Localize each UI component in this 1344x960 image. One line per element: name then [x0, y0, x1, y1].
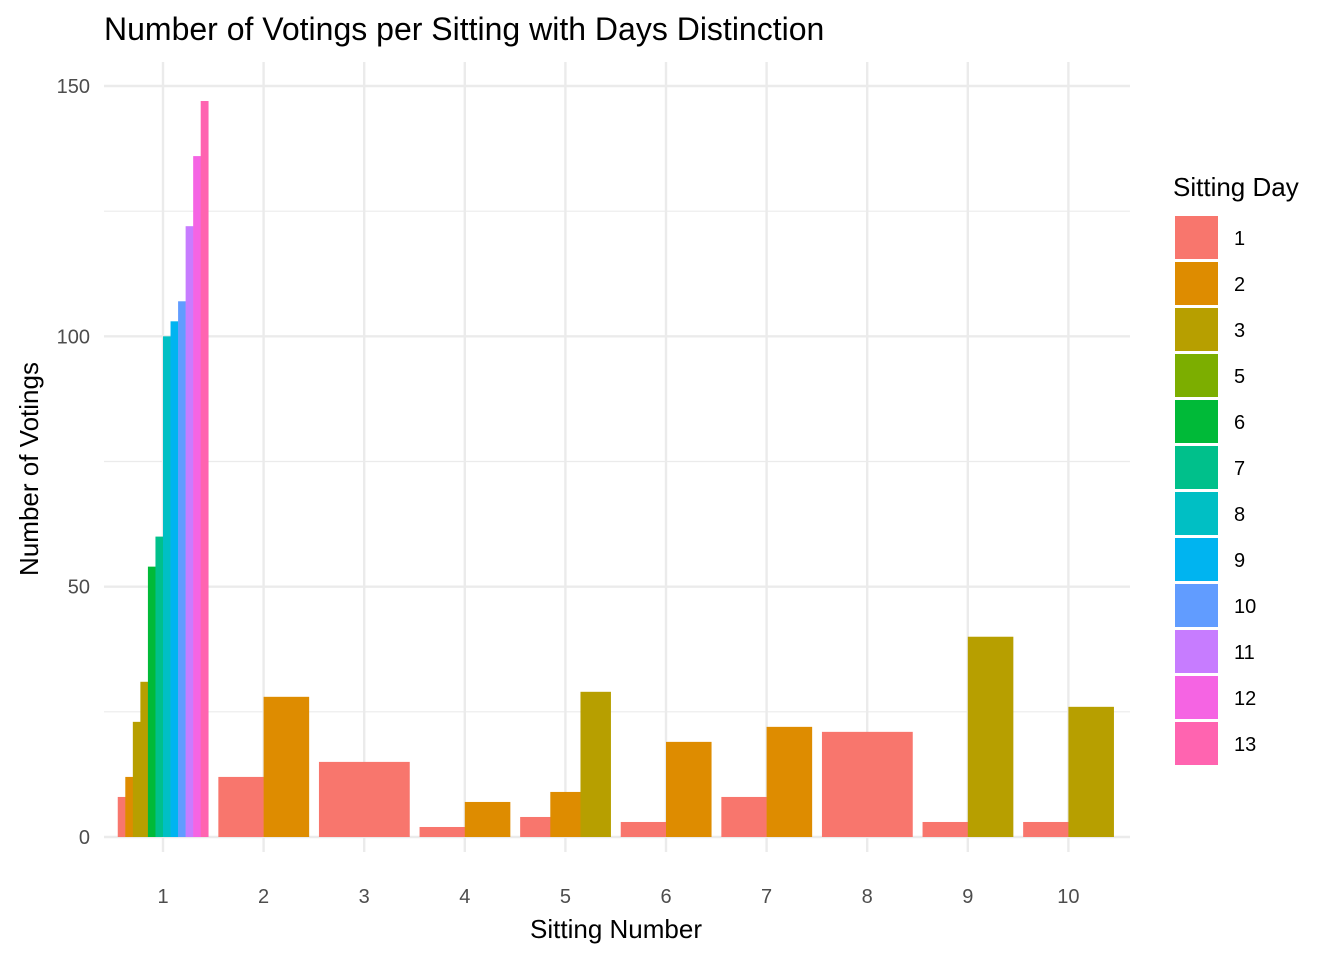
legend-label-day-11: 11 [1234, 642, 1255, 664]
grid-lines [104, 62, 1130, 852]
bar-sitting-7-day-2 [766, 726, 813, 837]
legend-label-day-2: 2 [1234, 274, 1245, 296]
legend-label-day-6: 6 [1234, 412, 1245, 434]
legend-label-day-13: 13 [1234, 734, 1256, 756]
x-tick-labels: 1 2 3 4 5 6 7 8 9 10 [157, 886, 1079, 908]
y-tick-label: 100 [57, 326, 90, 348]
legend-swatch-day-12 [1175, 676, 1218, 719]
bar-sitting-1-day-8 [163, 336, 171, 837]
y-tick-label: 0 [79, 827, 90, 849]
bar-sitting-1-day-10 [178, 301, 186, 838]
legend-label-day-5: 5 [1234, 366, 1245, 388]
bar-sitting-1-day-1 [117, 796, 126, 837]
legend-swatch-day-10 [1175, 584, 1218, 627]
bar-sitting-6-day-1 [620, 821, 667, 837]
legend-swatch-day-7 [1175, 446, 1218, 489]
legend-label-day-9: 9 [1234, 550, 1245, 572]
x-tick-label: 4 [459, 886, 470, 908]
y-tick-label: 150 [57, 76, 90, 98]
bars [117, 101, 1114, 838]
legend-label-day-3: 3 [1234, 320, 1245, 342]
legend-swatch-day-6 [1175, 400, 1218, 443]
legend-swatch-day-8 [1175, 492, 1218, 535]
bar-sitting-1-day-9 [170, 321, 179, 837]
bar-sitting-1-day-13 [200, 101, 209, 837]
legend-label-day-1: 1 [1234, 228, 1245, 250]
legend-swatch-day-11 [1175, 630, 1218, 673]
bar-sitting-10-day-1 [1023, 821, 1069, 837]
bar-sitting-8-day-1 [821, 731, 913, 837]
x-tick-label: 7 [761, 886, 772, 908]
bar-sitting-6-day-2 [666, 741, 712, 837]
legend-label-day-10: 10 [1234, 596, 1256, 618]
bar-sitting-1-day-7 [155, 536, 164, 837]
x-tick-label: 8 [862, 886, 873, 908]
y-axis-title: Number of Votings [14, 362, 44, 576]
x-axis-title: Sitting Number [530, 914, 702, 944]
bar-sitting-9-day-1 [922, 821, 969, 837]
legend-swatch-day-3 [1175, 308, 1218, 351]
x-tick-label: 1 [157, 886, 168, 908]
bar-sitting-4-day-1 [419, 826, 466, 837]
bar-sitting-1-day-6 [147, 566, 156, 837]
x-tick-label: 6 [660, 886, 671, 908]
legend-label-day-12: 12 [1234, 688, 1256, 710]
legend-swatch-day-1 [1175, 216, 1218, 259]
x-tick-label: 3 [359, 886, 370, 908]
bar-sitting-2-day-1 [218, 776, 264, 837]
bar-sitting-2-day-2 [263, 696, 310, 837]
bar-sitting-10-day-3 [1068, 706, 1114, 837]
x-tick-label: 10 [1057, 886, 1079, 908]
legend-swatch-day-5 [1175, 354, 1218, 397]
bar-sitting-1-day-2 [125, 776, 134, 837]
bar-sitting-5-day-1 [520, 816, 551, 837]
bar-sitting-3-day-1 [318, 761, 410, 837]
x-tick-label: 9 [962, 886, 973, 908]
legend-swatch-day-13 [1175, 722, 1218, 765]
y-tick-labels: 0 50 100 150 [57, 76, 90, 849]
y-tick-label: 50 [68, 577, 90, 599]
bar-sitting-7-day-1 [721, 796, 767, 837]
bar-sitting-1-day-3 [132, 721, 141, 837]
bar-sitting-1-day-3 [140, 681, 149, 837]
legend-swatch-day-9 [1175, 538, 1218, 581]
bar-sitting-9-day-3 [967, 636, 1014, 837]
bar-sitting-1-day-11 [185, 226, 194, 838]
x-tick-label: 5 [560, 886, 571, 908]
x-tick-label: 2 [258, 886, 269, 908]
bar-sitting-5-day-3 [580, 691, 611, 837]
bar-sitting-1-day-12 [193, 156, 202, 838]
bar-sitting-4-day-2 [464, 801, 511, 837]
legend-label-day-7: 7 [1234, 458, 1245, 480]
legend-swatch-day-2 [1175, 262, 1218, 305]
legend-label-day-8: 8 [1234, 504, 1245, 526]
bar-sitting-5-day-2 [550, 791, 581, 837]
chart-title: Number of Votings per Sitting with Days … [104, 11, 824, 47]
legend-title: Sitting Day [1173, 172, 1299, 202]
